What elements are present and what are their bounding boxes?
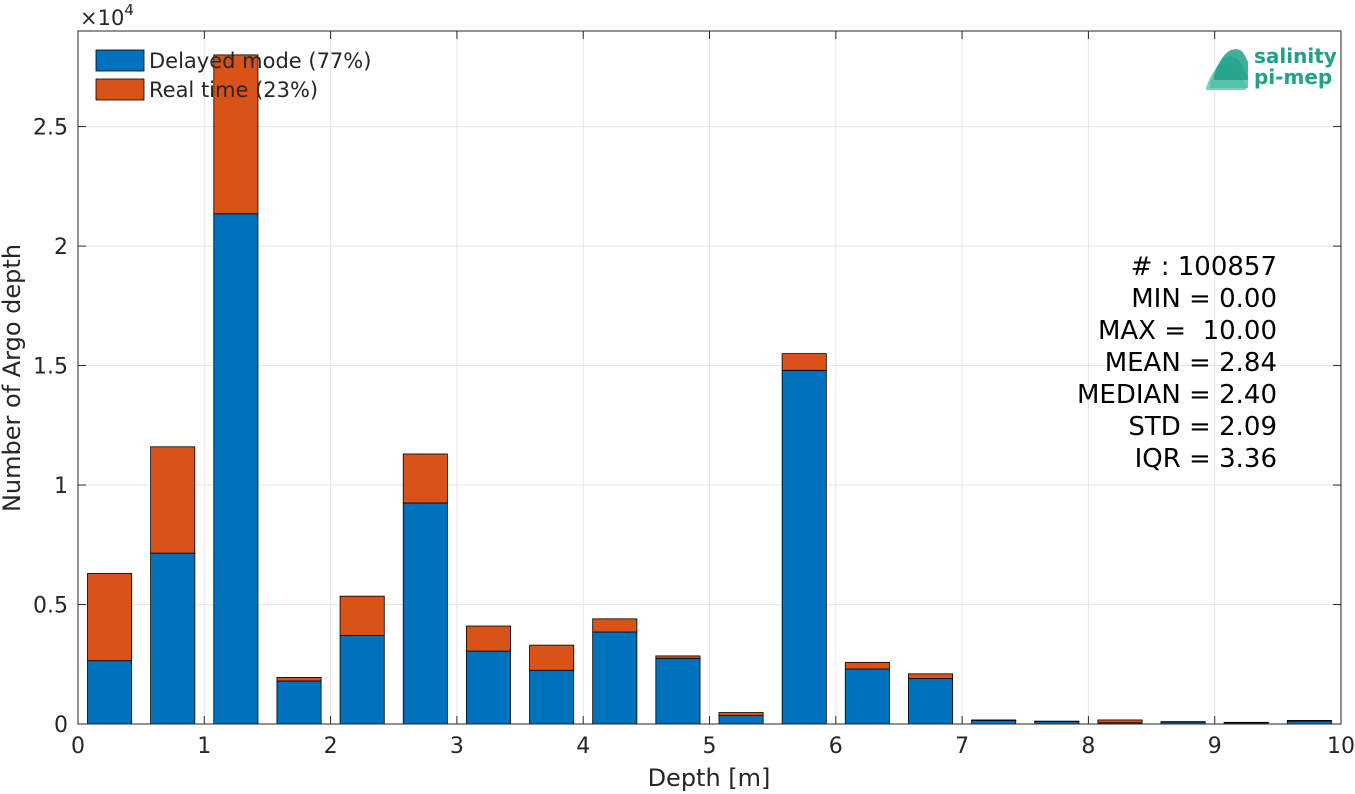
- y-tick-label: 2: [54, 235, 68, 260]
- legend-swatch: [95, 49, 145, 72]
- bar-real-time: [150, 446, 196, 554]
- legend-swatch: [95, 78, 145, 101]
- y-exponent-label: ×104: [80, 1, 134, 30]
- bar-real-time: [465, 625, 511, 652]
- legend-label: Delayed mode (77%): [149, 49, 371, 73]
- bar-delayed-mode: [971, 720, 1017, 725]
- bar-delayed-mode: [655, 657, 701, 725]
- bar-real-time: [781, 353, 827, 371]
- legend: Delayed mode (77%) Real time (23%): [95, 49, 371, 102]
- x-axis: 0 1 2 3 4 5 6 7 8 9 10: [71, 31, 1355, 759]
- legend-label: Real time (23%): [149, 78, 318, 102]
- x-tick-label: 2: [324, 734, 338, 759]
- bar-real-time: [1286, 720, 1332, 722]
- stats-line: MEDIAN = 2.40: [1077, 380, 1277, 410]
- x-tick-label: 0: [71, 734, 85, 759]
- grid-lines: [78, 31, 1341, 724]
- x-tick-label: 5: [703, 734, 717, 759]
- y-tick-label: 0.5: [33, 594, 68, 619]
- bar-real-time: [339, 595, 385, 636]
- bars: [87, 54, 1332, 725]
- x-tick-label: 9: [1208, 734, 1222, 759]
- y-tick-label: 0: [54, 713, 68, 738]
- y-axis: 0 0.5 1 1.5 2 2.5: [33, 116, 1341, 738]
- bar-delayed-mode: [276, 680, 322, 725]
- wave-logo-icon: [1206, 49, 1248, 90]
- stats-line: IQR = 3.36: [1135, 444, 1277, 474]
- x-tick-label: 10: [1327, 734, 1355, 759]
- bar-delayed-mode: [465, 650, 511, 725]
- stats-line: # : 100857: [1131, 252, 1277, 282]
- bar-real-time: [87, 573, 133, 662]
- y-tick-label: 2.5: [33, 116, 68, 141]
- stats-line: MAX = 10.00: [1098, 316, 1277, 346]
- bar-delayed-mode: [529, 669, 575, 725]
- bar-real-time: [213, 54, 259, 215]
- bar-delayed-mode: [213, 213, 259, 725]
- bar-real-time: [655, 655, 701, 659]
- bar-real-time: [1097, 719, 1143, 724]
- bar-real-time: [529, 644, 575, 671]
- x-tick-label: 7: [955, 734, 969, 759]
- bar-delayed-mode: [592, 631, 638, 725]
- x-tick-label: 6: [829, 734, 843, 759]
- bar-real-time: [592, 618, 638, 633]
- logo-line2: pi-mep: [1254, 65, 1332, 89]
- bar-real-time: [844, 661, 890, 670]
- x-tick-label: 8: [1081, 734, 1095, 759]
- y-tick-label: 1.5: [33, 355, 68, 380]
- y-axis-title: Number of Argo depth: [0, 244, 26, 512]
- x-tick-label: 4: [576, 734, 590, 759]
- bar-delayed-mode: [718, 715, 764, 725]
- bar-real-time: [402, 453, 448, 504]
- bar-delayed-mode: [908, 678, 954, 725]
- stats-line: MIN = 0.00: [1131, 284, 1277, 314]
- bar-real-time: [908, 673, 954, 679]
- bar-delayed-mode: [844, 668, 890, 725]
- bar-real-time: [718, 712, 764, 717]
- y-exponent-power: 4: [124, 1, 134, 19]
- salinity-pi-mep-logo: salinity pi-mep: [1206, 44, 1337, 90]
- logo-line1: salinity: [1254, 44, 1337, 68]
- x-tick-label: 3: [450, 734, 464, 759]
- stats-line: STD = 2.09: [1128, 412, 1277, 442]
- x-axis-title: Depth [m]: [648, 764, 771, 792]
- bar-delayed-mode: [402, 502, 448, 725]
- bar-delayed-mode: [781, 369, 827, 725]
- bar-delayed-mode: [339, 635, 385, 725]
- stats-line: MEAN = 2.84: [1105, 348, 1277, 378]
- y-tick-label: 1: [54, 474, 68, 499]
- bar-delayed-mode: [150, 552, 196, 725]
- x-tick-label: 1: [197, 734, 211, 759]
- bar-delayed-mode: [87, 660, 133, 725]
- bar-real-time: [276, 677, 322, 682]
